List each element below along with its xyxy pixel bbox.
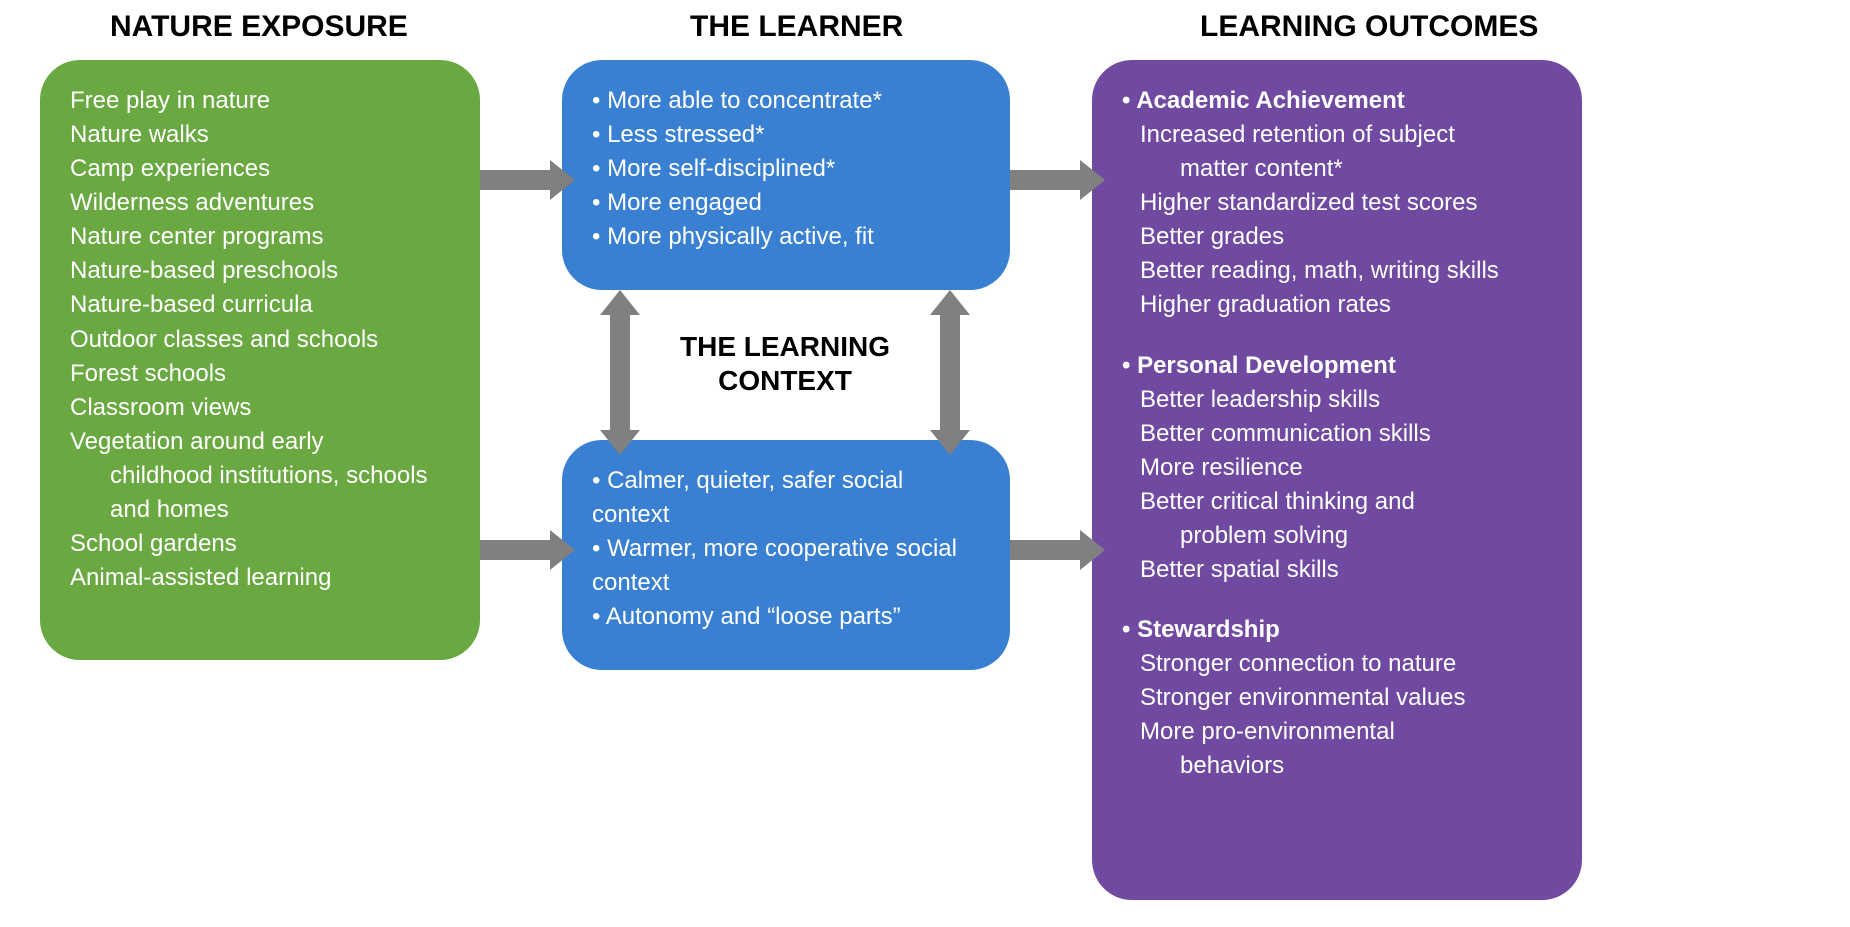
- nature-list: Free play in natureNature walksCamp expe…: [70, 84, 450, 595]
- list-item: Free play in nature: [70, 84, 450, 118]
- list-item: Warmer, more cooperative social context: [592, 532, 980, 600]
- outcome-item: Stronger connection to nature: [1122, 647, 1552, 681]
- outcome-item: behaviors: [1122, 749, 1552, 783]
- list-item: More self-disciplined*: [592, 152, 980, 186]
- learner-context-left: [595, 290, 645, 455]
- list-item: Autonomy and “loose parts”: [592, 600, 980, 634]
- outcome-item: Better leadership skills: [1122, 383, 1552, 417]
- nature-exposure-box: Free play in natureNature walksCamp expe…: [40, 60, 480, 660]
- learner-context-right: [925, 290, 975, 455]
- list-item: More engaged: [592, 186, 980, 220]
- list-item: Nature-based preschools: [70, 254, 450, 288]
- list-item: Less stressed*: [592, 118, 980, 152]
- list-item: Camp experiences: [70, 152, 450, 186]
- outcome-item: problem solving: [1122, 519, 1552, 553]
- list-item: More able to concentrate*: [592, 84, 980, 118]
- list-item: Calmer, quieter, safer social context: [592, 464, 980, 532]
- heading-learner: THE LEARNER: [690, 10, 903, 44]
- outcome-item: Stronger environmental values: [1122, 681, 1552, 715]
- list-item: Classroom views: [70, 391, 450, 425]
- outcome-section-title: Stewardship: [1122, 613, 1552, 647]
- list-item: childhood institutions, schools: [70, 459, 450, 493]
- heading-nature: NATURE EXPOSURE: [110, 10, 408, 44]
- learning-outcomes-box: Academic AchievementIncreased retention …: [1092, 60, 1582, 900]
- list-item: Wilderness adventures: [70, 186, 450, 220]
- outcome-item: Better spatial skills: [1122, 553, 1552, 587]
- outcome-item: Better critical thinking and: [1122, 485, 1552, 519]
- outcome-item: Higher graduation rates: [1122, 288, 1552, 322]
- list-item: Forest schools: [70, 357, 450, 391]
- outcome-section-title: Personal Development: [1122, 349, 1552, 383]
- outcome-item: Increased retention of subject: [1122, 118, 1552, 152]
- outcome-item: More pro-environmental: [1122, 715, 1552, 749]
- list-item: Nature walks: [70, 118, 450, 152]
- list-item: Animal-assisted learning: [70, 561, 450, 595]
- context-label-text: THE LEARNINGCONTEXT: [680, 331, 890, 396]
- outcome-item: Better reading, math, writing skills: [1122, 254, 1552, 288]
- context-to-outcomes: [1010, 525, 1110, 575]
- list-item: Nature-based curricula: [70, 288, 450, 322]
- learner-list: More able to concentrate*Less stressed*M…: [592, 84, 980, 254]
- outcome-item: Better grades: [1122, 220, 1552, 254]
- outcomes-content: Academic AchievementIncreased retention …: [1122, 84, 1552, 783]
- list-item: Outdoor classes and schools: [70, 323, 450, 357]
- list-item: Nature center programs: [70, 220, 450, 254]
- outcome-item: Higher standardized test scores: [1122, 186, 1552, 220]
- outcome-item: More resilience: [1122, 451, 1552, 485]
- heading-context: THE LEARNINGCONTEXT: [655, 330, 915, 397]
- outcome-item: Better communication skills: [1122, 417, 1552, 451]
- nature-to-context: [480, 525, 580, 575]
- list-item: and homes: [70, 493, 450, 527]
- list-item: School gardens: [70, 527, 450, 561]
- list-item: Vegetation around early: [70, 425, 450, 459]
- learner-box: More able to concentrate*Less stressed*M…: [562, 60, 1010, 290]
- learning-context-box: Calmer, quieter, safer social contextWar…: [562, 440, 1010, 670]
- heading-outcomes: LEARNING OUTCOMES: [1200, 10, 1538, 44]
- outcome-section-title: Academic Achievement: [1122, 84, 1552, 118]
- outcome-item: matter content*: [1122, 152, 1552, 186]
- nature-to-learner: [480, 155, 580, 205]
- context-list: Calmer, quieter, safer social contextWar…: [592, 464, 980, 634]
- list-item: More physically active, fit: [592, 220, 980, 254]
- learner-to-outcomes: [1010, 155, 1110, 205]
